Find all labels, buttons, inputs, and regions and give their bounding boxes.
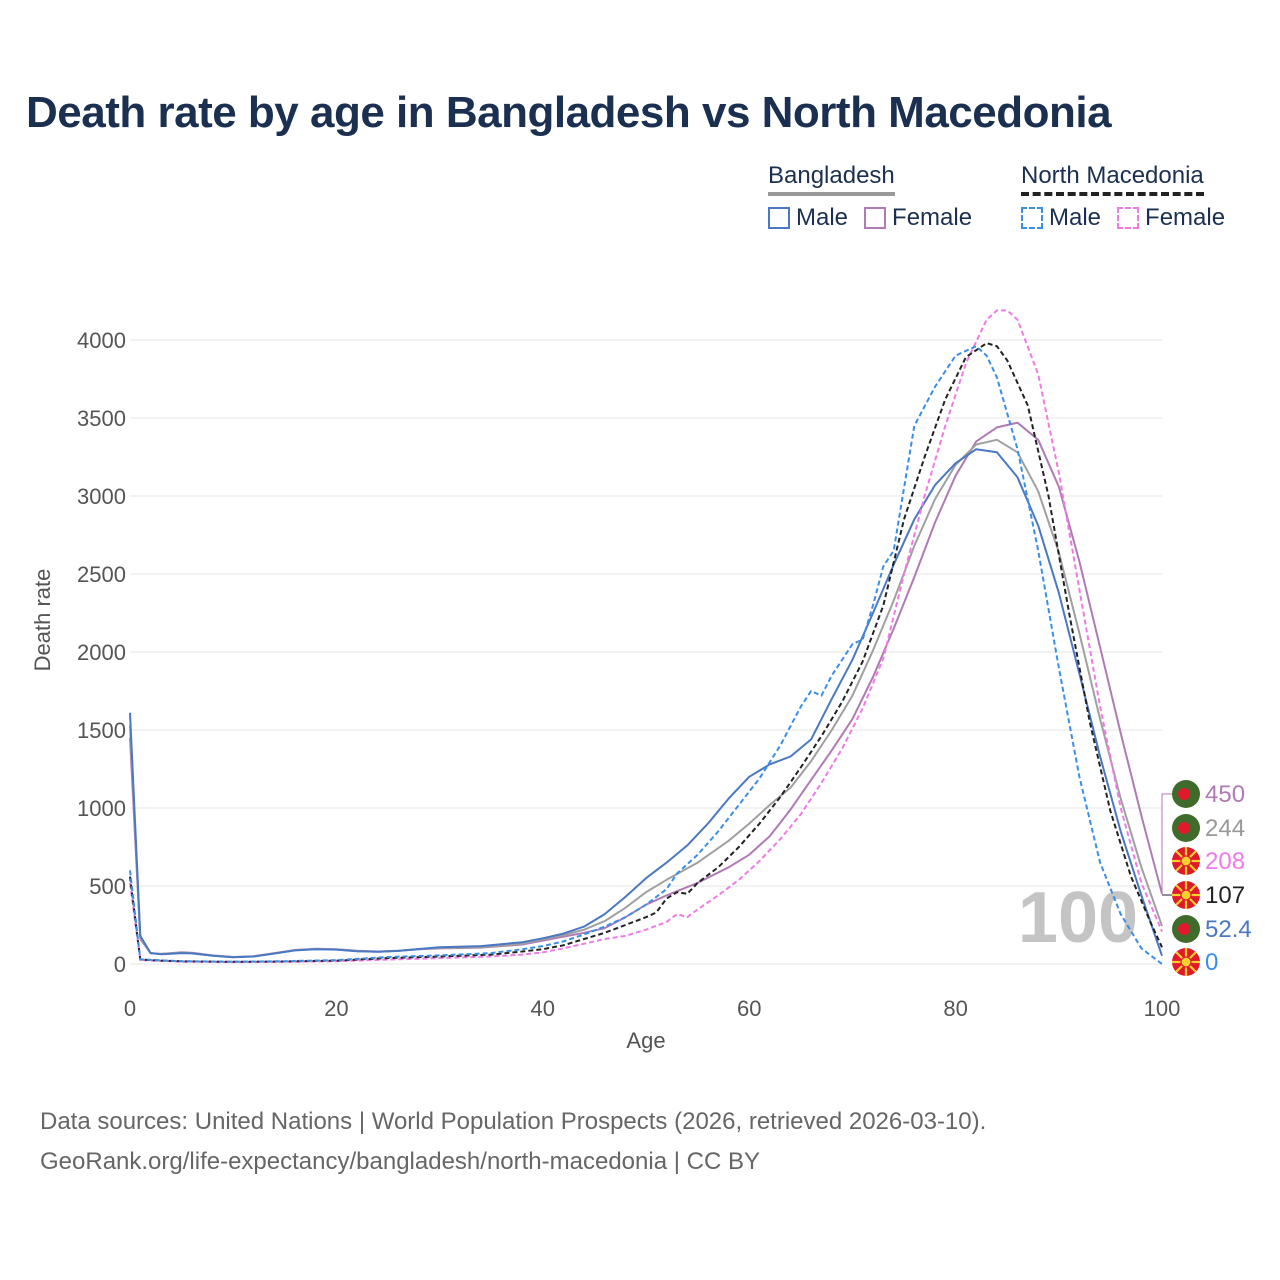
series-line-bangladesh-male <box>129 448 1163 959</box>
y-tick-label: 500 <box>89 874 126 899</box>
footer-link[interactable]: GeoRank.org/life-expectancy/bangladesh/n… <box>40 1148 760 1175</box>
x-tick-label: 60 <box>737 996 761 1021</box>
legend-swatch-female <box>1117 207 1140 229</box>
flag-disc <box>1178 822 1190 834</box>
y-tick-label: 3500 <box>77 406 126 431</box>
legend-label-male[interactable]: Male <box>1049 204 1102 231</box>
flag-sun <box>1180 956 1192 968</box>
y-axis-label: Death rate <box>30 569 55 672</box>
y-tick-label: 2500 <box>77 562 126 587</box>
end-label-connector <box>1161 793 1172 894</box>
y-tick-label: 0 <box>114 952 126 977</box>
footer-source: Data sources: United Nations | World Pop… <box>40 1108 987 1135</box>
y-tick-label: 1000 <box>77 796 126 821</box>
end-value-label: 244 <box>1205 815 1245 842</box>
end-value-label: 450 <box>1205 781 1245 808</box>
series-line-north-macedonia-male <box>129 345 1163 965</box>
x-tick-label: 100 <box>1144 996 1181 1021</box>
end-value-label: 0 <box>1205 949 1218 976</box>
end-value-label: 52.4 <box>1205 916 1252 943</box>
x-tick-label: 80 <box>943 996 967 1021</box>
x-tick-label: 0 <box>124 996 136 1021</box>
legend-label-female[interactable]: Female <box>892 204 973 231</box>
y-tick-label: 4000 <box>77 328 126 353</box>
legend-swatch-female <box>864 207 887 229</box>
legend-group-bangladesh: Bangladesh Male Female <box>768 162 988 232</box>
flag-disc <box>1178 788 1190 800</box>
legend-label-female[interactable]: Female <box>1145 204 1226 231</box>
legend-swatch-male <box>1021 207 1043 229</box>
x-tick-label: 20 <box>324 996 348 1021</box>
y-tick-label: 3000 <box>77 484 126 509</box>
legend-group-title: Bangladesh <box>768 162 895 196</box>
legend-group-north-macedonia: North Macedonia Male Female <box>1021 162 1241 232</box>
end-value-label: 107 <box>1205 882 1245 909</box>
legend-swatch-male <box>768 207 790 229</box>
legend-group-title: North Macedonia <box>1021 162 1204 196</box>
legend-label-male[interactable]: Male <box>796 204 849 231</box>
series-line-north-macedonia-total <box>129 342 1163 963</box>
x-tick-label: 40 <box>531 996 555 1021</box>
flag-sun <box>1180 855 1192 867</box>
flag-sun <box>1180 889 1192 901</box>
series-line-bangladesh-female <box>129 421 1163 958</box>
x-axis-label: Age <box>626 1028 665 1053</box>
y-tick-label: 1500 <box>77 718 126 743</box>
chart-title: Death rate by age in Bangladesh vs North… <box>26 88 1112 137</box>
series-line-north-macedonia-female <box>129 309 1163 964</box>
age-marker-watermark: 100 <box>1018 878 1138 958</box>
y-tick-label: 2000 <box>77 640 126 665</box>
flag-disc <box>1178 923 1190 935</box>
end-value-label: 208 <box>1205 848 1245 875</box>
